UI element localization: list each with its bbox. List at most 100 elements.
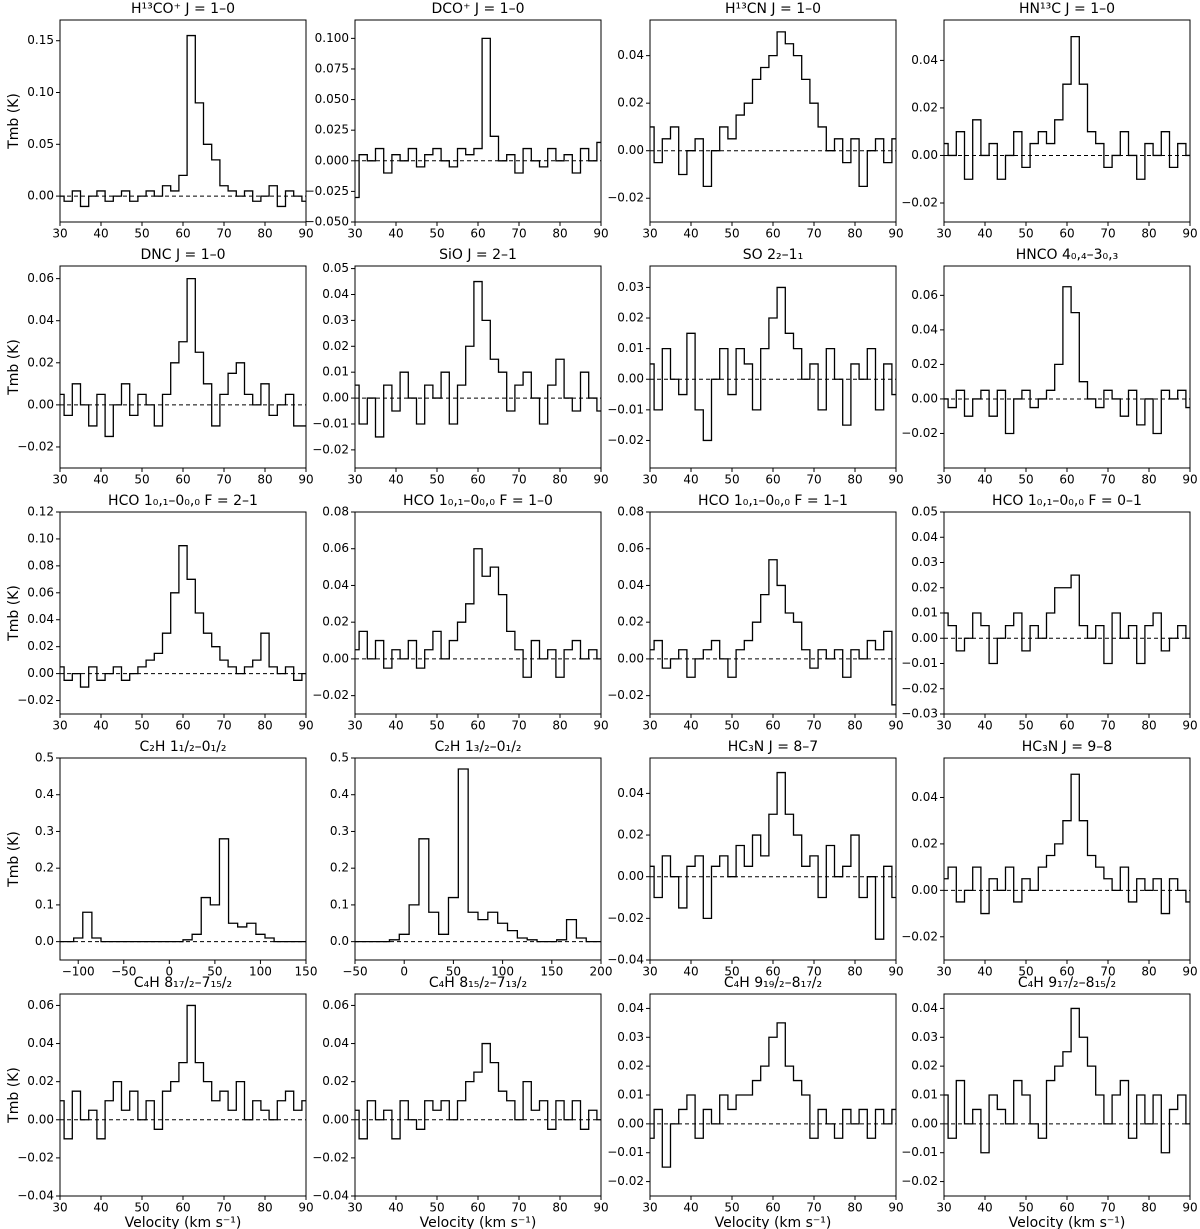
panel-title: DNC J = 1–0 [140, 247, 225, 263]
x-tick-label: 50 [724, 473, 739, 487]
x-tick-label: 50 [724, 965, 739, 979]
x-tick-label: 100 [249, 965, 272, 979]
y-tick-label: 0.2 [35, 861, 54, 875]
y-tick-label: 0.04 [911, 790, 938, 804]
x-tick-label: 50 [134, 719, 149, 733]
x-tick-label: 90 [888, 719, 903, 733]
axes-frame [354, 265, 602, 469]
x-tick-label: 30 [347, 1201, 362, 1215]
x-tick-label: 50 [1018, 473, 1033, 487]
y-tick-label: 0.0 [35, 934, 54, 948]
axes-frame [649, 511, 897, 715]
x-tick-label: 90 [1182, 227, 1197, 241]
x-tick-label: 70 [806, 227, 821, 241]
panel-title: DCO⁺ J = 1–0 [432, 1, 525, 17]
axes-frame [354, 511, 602, 715]
plot-area [650, 31, 896, 188]
y-tick-label: 0.02 [617, 1059, 644, 1073]
y-tick-label: 0.06 [27, 585, 54, 599]
y-tick-label: −0.02 [17, 439, 54, 453]
spectrum-line [355, 280, 601, 438]
x-tick-label: 90 [298, 473, 313, 487]
y-tick-label: −0.01 [607, 402, 644, 416]
x-tick-label: 60 [470, 473, 485, 487]
y-tick-label: 0.04 [27, 313, 54, 327]
spectrum-line [60, 34, 306, 208]
y-tick-label: −0.02 [607, 688, 644, 702]
x-tick-label: 50 [134, 227, 149, 241]
panel-title: HCO 1₀,₁–0₀,₀ F = 2–1 [108, 493, 258, 509]
plot-area [650, 1022, 896, 1168]
x-tick-label: 50 [1018, 227, 1033, 241]
x-axis-label: Velocity (km s⁻¹) [125, 1215, 242, 1229]
spectrum-line [944, 1007, 1190, 1154]
panel-title: HNCO 4₀,₄–3₀,₃ [1016, 247, 1118, 263]
y-tick-label: 0.00 [322, 391, 349, 405]
x-tick-label: 50 [724, 1201, 739, 1215]
x-tick-label: 30 [347, 719, 362, 733]
y-tick-label: 0.01 [911, 606, 938, 620]
y-tick-label: −0.01 [312, 416, 349, 430]
y-tick-label: 0.10 [27, 531, 54, 545]
spectrum-line [60, 838, 306, 943]
panel-title: C₄H 9₁₇/₂–8₁₅/₂ [1018, 975, 1116, 991]
spectrum-line [944, 35, 1190, 180]
x-tick-label: 80 [847, 719, 862, 733]
panel-title: C₄H 8₁₇/₂–7₁₅/₂ [134, 975, 232, 991]
y-tick-label: 0.02 [27, 355, 54, 369]
y-tick-label: 0.04 [911, 530, 938, 544]
x-tick-label: 80 [1141, 1201, 1156, 1215]
x-tick-label: 50 [724, 227, 739, 241]
y-tick-label: 0.06 [27, 998, 54, 1012]
x-tick-label: 90 [1182, 965, 1197, 979]
x-tick-label: 40 [388, 473, 403, 487]
x-tick-label: 60 [765, 719, 780, 733]
spectrum-line [944, 286, 1190, 435]
y-tick-label: 0.00 [911, 883, 938, 897]
x-tick-label: 30 [52, 473, 67, 487]
x-tick-label: 80 [552, 1201, 567, 1215]
y-tick-label: −0.02 [17, 693, 54, 707]
y-tick-label: 0.05 [322, 261, 349, 275]
y-tick-label: 0.12 [27, 505, 54, 519]
x-tick-label: 200 [590, 965, 613, 979]
x-tick-label: 50 [134, 473, 149, 487]
x-tick-label: 70 [216, 227, 231, 241]
y-tick-label: 0.5 [330, 751, 349, 765]
panel-title: H¹³CN J = 1–0 [725, 1, 821, 17]
x-axis-label: Velocity (km s⁻¹) [420, 1215, 537, 1229]
axes-frame [59, 265, 307, 469]
spectrum-line [944, 574, 1190, 665]
y-tick-label: −0.02 [312, 1150, 349, 1164]
x-tick-label: 60 [765, 227, 780, 241]
x-tick-label: 50 [724, 719, 739, 733]
y-tick-label: 0.04 [911, 322, 938, 336]
axes-frame [943, 757, 1191, 961]
y-tick-label: 0.00 [911, 148, 938, 162]
y-tick-label: 0.00 [27, 189, 54, 203]
y-tick-label: 0.10 [27, 85, 54, 99]
x-tick-label: 30 [52, 719, 67, 733]
x-tick-label: 80 [257, 473, 272, 487]
spectrum-line [355, 768, 601, 943]
y-tick-label: 0.05 [911, 505, 938, 519]
x-tick-label: 90 [298, 227, 313, 241]
y-tick-label: 0.08 [322, 505, 349, 519]
x-tick-label: 40 [977, 719, 992, 733]
x-tick-label: 90 [1182, 473, 1197, 487]
x-tick-label: 80 [1141, 473, 1156, 487]
y-tick-label: −0.01 [901, 656, 938, 670]
axes-frame [943, 19, 1191, 223]
x-tick-label: 90 [888, 473, 903, 487]
y-tick-label: −0.02 [607, 433, 644, 447]
x-tick-label: 30 [936, 1201, 951, 1215]
y-tick-label: −0.02 [17, 1150, 54, 1164]
panel-title: HCO 1₀,₁–0₀,₀ F = 1–1 [698, 493, 848, 509]
x-tick-label: −100 [62, 965, 95, 979]
y-tick-label: 0.00 [617, 143, 644, 157]
spectrum-line [60, 277, 306, 438]
y-tick-label: 0.02 [617, 311, 644, 325]
y-tick-label: 0.04 [911, 1001, 938, 1015]
x-tick-label: 90 [298, 1201, 313, 1215]
